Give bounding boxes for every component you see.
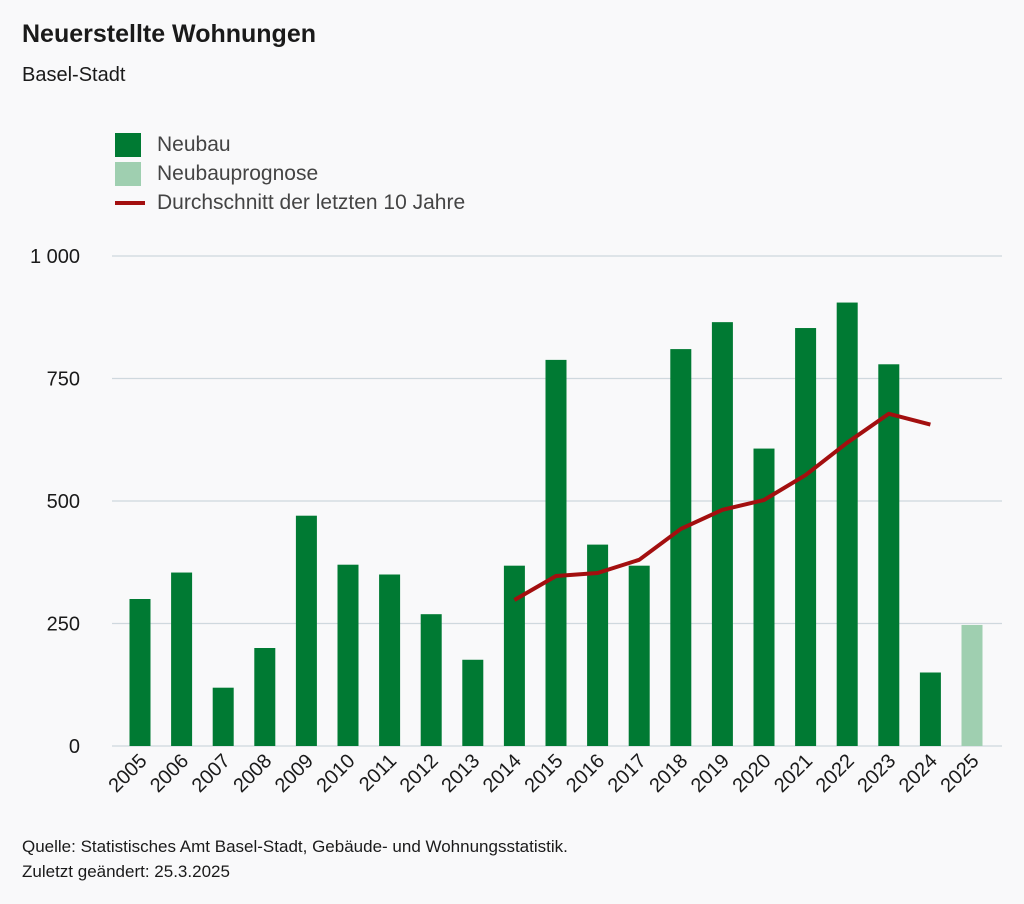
legend-label: Neubauprognose — [157, 161, 319, 185]
x-tick-label: 2025 — [937, 750, 984, 797]
x-tick-label: 2018 — [645, 750, 692, 797]
y-tick-label: 500 — [47, 491, 80, 513]
bar-2017 — [628, 565, 650, 746]
chart-title: Neuerstellte Wohnungen — [22, 20, 317, 48]
source-text: Quelle: Statistisches Amt Basel-Stadt, G… — [22, 837, 568, 856]
bar-2006 — [171, 572, 193, 746]
x-tick-label: 2019 — [687, 750, 734, 797]
legend-item-prognose: Neubauprognose — [115, 159, 465, 188]
x-tick-label: 2024 — [895, 750, 942, 797]
legend-item-neubau: Neubau — [115, 130, 465, 159]
legend-line — [115, 200, 145, 205]
bar-2014 — [503, 565, 525, 746]
bar-2005 — [129, 599, 151, 746]
bar-2018 — [670, 349, 692, 746]
bar-2008 — [254, 648, 276, 746]
bar-2010 — [337, 564, 359, 746]
bar-2011 — [379, 574, 401, 746]
x-tick-label: 2009 — [271, 750, 318, 797]
legend-swatch — [115, 161, 141, 186]
x-tick-label: 2011 — [355, 750, 401, 796]
chart-subtitle: Basel-Stadt — [22, 64, 126, 86]
bar-2022 — [836, 302, 858, 746]
bar-2015 — [545, 359, 567, 746]
x-tick-label: 2017 — [604, 750, 651, 797]
y-tick-label: 0 — [69, 736, 80, 758]
x-tick-label: 2023 — [853, 750, 900, 797]
y-tick-label: 750 — [47, 369, 80, 391]
x-tick-label: 2016 — [562, 750, 609, 797]
source-note: Quelle: Statistisches Amt Basel-Stadt, G… — [22, 834, 568, 884]
x-tick-label: 2006 — [146, 750, 193, 797]
bar-2025 — [961, 624, 983, 746]
x-tick-label: 2012 — [396, 750, 443, 797]
x-tick-label: 2005 — [105, 750, 152, 797]
bar-2007 — [212, 687, 234, 746]
bar-2020 — [753, 448, 775, 746]
x-tick-label: 2022 — [812, 750, 859, 797]
bar-2023 — [878, 364, 900, 746]
updated-text: Zuletzt geändert: 25.3.2025 — [22, 862, 230, 881]
x-tick-label: 2014 — [479, 750, 526, 797]
x-tick-label: 2020 — [729, 750, 776, 797]
legend: Neubau Neubauprognose Durchschnitt der l… — [115, 130, 465, 217]
bar-2021 — [795, 328, 817, 746]
x-tick-label: 2015 — [521, 750, 568, 797]
legend-label: Neubau — [157, 132, 231, 156]
x-tick-label: 2007 — [188, 750, 235, 797]
x-tick-label: 2010 — [313, 750, 360, 797]
legend-swatch — [115, 132, 141, 157]
bar-2009 — [295, 515, 317, 746]
bar-2013 — [462, 659, 484, 746]
y-tick-label: 1 000 — [30, 246, 80, 268]
x-tick-label: 2008 — [229, 750, 276, 797]
legend-label: Durchschnitt der letzten 10 Jahre — [157, 190, 466, 214]
bar-2024 — [919, 672, 941, 746]
bar-2012 — [420, 614, 442, 746]
x-tick-label: 2013 — [437, 750, 484, 797]
y-tick-label: 250 — [47, 614, 80, 636]
bar-2016 — [587, 544, 609, 746]
legend-item-average: Durchschnitt der letzten 10 Jahre — [115, 188, 465, 217]
x-tick-label: 2021 — [770, 750, 817, 797]
bar-2019 — [711, 322, 733, 746]
